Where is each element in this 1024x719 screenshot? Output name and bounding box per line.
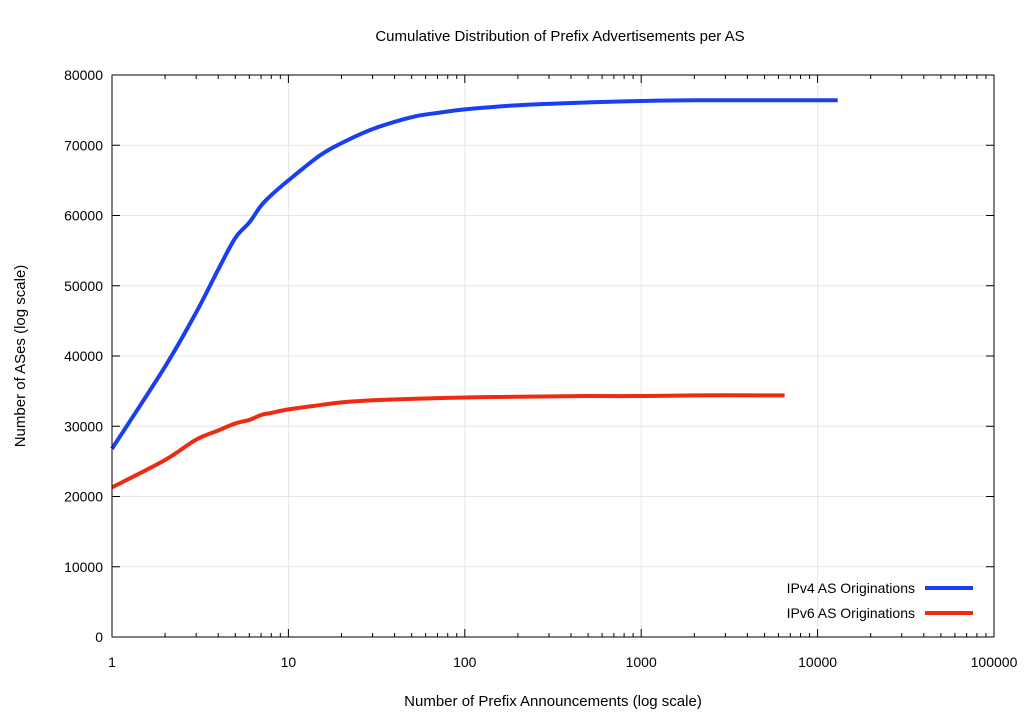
x-tick-label: 1 [108, 654, 116, 670]
x-axis-label: Number of Prefix Announcements (log scal… [404, 693, 702, 710]
series-line-ipv6-as-originations [111, 393, 785, 490]
y-tick-label: 10000 [64, 559, 103, 575]
y-tick-label: 20000 [64, 489, 103, 505]
y-tick-label: 40000 [64, 348, 103, 364]
series-layer [110, 98, 838, 490]
x-tick-label: 100 [453, 654, 477, 670]
x-tick-label: 100000 [971, 654, 1018, 670]
x-tick-label: 1000 [626, 654, 657, 670]
y-tick-label: 60000 [64, 208, 103, 224]
ticks: 0 10000 20000 30000 40000 50000 60000 70000 8000… [64, 67, 1018, 670]
y-tick-label: 80000 [64, 67, 103, 83]
y-tick-label: 30000 [64, 418, 103, 434]
legend-label-ipv4-as-originations: IPv4 AS Originations [787, 580, 915, 596]
x-tick-label: 10 [281, 654, 297, 670]
legend: IPv4 AS Originations IPv6 AS Originations [787, 580, 973, 621]
chart-title: Cumulative Distribution of Prefix Advert… [375, 28, 744, 45]
grid [112, 75, 994, 637]
legend-label-ipv6-as-originations: IPv6 AS Originations [787, 605, 915, 621]
x-tick-label: 10000 [798, 654, 837, 670]
y-tick-label: 50000 [64, 278, 103, 294]
y-tick-label: 70000 [64, 137, 103, 153]
y-tick-label: 0 [95, 629, 103, 645]
series-line-ipv4-as-originations [110, 98, 838, 450]
y-axis-label: Number of ASes (log scale) [12, 265, 29, 448]
